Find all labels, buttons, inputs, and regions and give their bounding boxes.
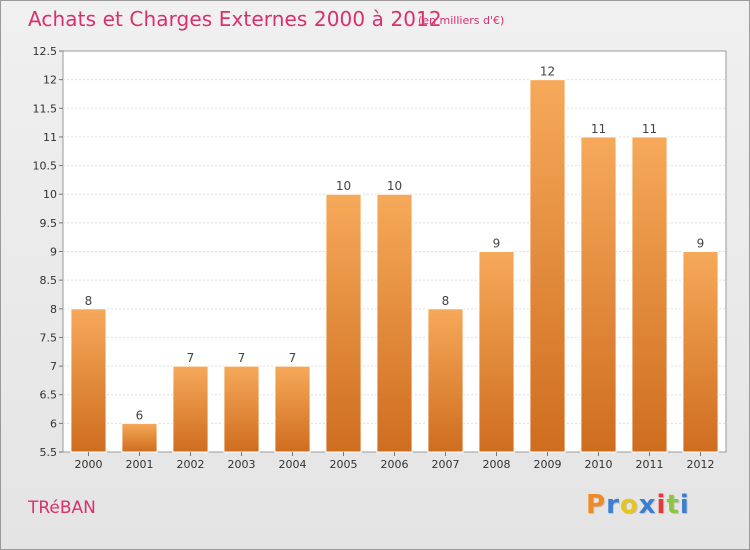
x-tick-label: 2001 [126, 458, 154, 471]
y-tick-label: 10.5 [33, 160, 58, 173]
x-tick-label: 2007 [432, 458, 460, 471]
bar-value-label: 6 [136, 408, 144, 422]
proxiti-logo: Proxiti [586, 490, 690, 520]
town-name: TRéBAN [28, 498, 96, 518]
bar-value-label: 8 [442, 294, 450, 308]
bar-2003 [223, 365, 260, 453]
x-tick-label: 2006 [381, 458, 409, 471]
y-tick-label: 12 [43, 74, 57, 87]
logo-letter: o [619, 490, 639, 520]
y-tick-label: 10 [43, 188, 57, 201]
y-tick-label: 5.5 [40, 446, 58, 459]
x-tick-label: 2003 [228, 458, 256, 471]
logo-letter: P [586, 490, 607, 520]
bars: 8 6 7 7 7 10 10 8 9 12 11 11 9 [70, 65, 719, 453]
x-tick-label: 2005 [330, 458, 358, 471]
x-tick-label: 2010 [585, 458, 613, 471]
y-tick-label: 8 [50, 303, 57, 316]
x-axis: 2000 2001 2002 2003 2004 2005 2006 2007 2008 2009… [75, 452, 715, 471]
y-tick-label: 9 [50, 246, 57, 259]
y-tick-label: 8.5 [40, 274, 58, 287]
bar-value-label: 10 [336, 179, 351, 193]
x-tick-label: 2000 [75, 458, 103, 471]
bar-value-label: 11 [642, 122, 657, 136]
y-tick-label: 9.5 [40, 217, 58, 230]
bar-value-label: 12 [540, 65, 555, 79]
x-tick-label: 2011 [636, 458, 664, 471]
bar-2010 [580, 136, 617, 453]
bar-value-label: 8 [85, 294, 93, 308]
y-tick-label: 6 [50, 417, 57, 430]
chart-subtitle: (en milliers d'€) [418, 14, 505, 27]
logo-letter: i [656, 490, 667, 520]
x-tick-label: 2002 [177, 458, 205, 471]
bar-2012 [682, 251, 719, 453]
logo-letter: x [638, 490, 657, 520]
y-tick-label: 6.5 [40, 389, 58, 402]
x-tick-label: 2009 [534, 458, 562, 471]
y-tick-label: 12.5 [33, 45, 58, 58]
bar-value-label: 9 [493, 237, 501, 251]
bar-2006 [376, 193, 413, 453]
chart-title: Achats et Charges Externes 2000 à 2012 [28, 7, 442, 31]
bar-2005 [325, 193, 362, 453]
bar-value-label: 7 [187, 351, 195, 365]
bar-value-label: 7 [289, 351, 297, 365]
y-tick-label: 11.5 [33, 102, 58, 115]
bar-2000 [70, 308, 107, 453]
y-tick-label: 11 [43, 131, 57, 144]
logo-letter: r [606, 490, 620, 520]
bar-2009 [529, 79, 566, 453]
bar-value-label: 11 [591, 122, 606, 136]
x-tick-label: 2004 [279, 458, 307, 471]
bar-2007 [427, 308, 464, 453]
bar-value-label: 7 [238, 351, 246, 365]
bar-2011 [631, 136, 668, 453]
bar-value-label: 10 [387, 179, 402, 193]
logo-letter: t [666, 490, 680, 520]
logo-letter: i [679, 490, 690, 520]
bar-2002 [172, 365, 209, 453]
y-tick-label: 7.5 [40, 331, 58, 344]
bar-2004 [274, 365, 311, 453]
y-axis: 5.5 6 6.5 7 7.5 8 8.5 9 9.5 10 10.5 11 11.5 12 12.5 [33, 45, 63, 459]
x-tick-label: 2008 [483, 458, 511, 471]
bar-value-label: 9 [697, 237, 705, 251]
x-tick-label: 2012 [687, 458, 715, 471]
bar-2008 [478, 251, 515, 453]
y-tick-label: 7 [50, 360, 57, 373]
bar-2001 [121, 422, 158, 453]
